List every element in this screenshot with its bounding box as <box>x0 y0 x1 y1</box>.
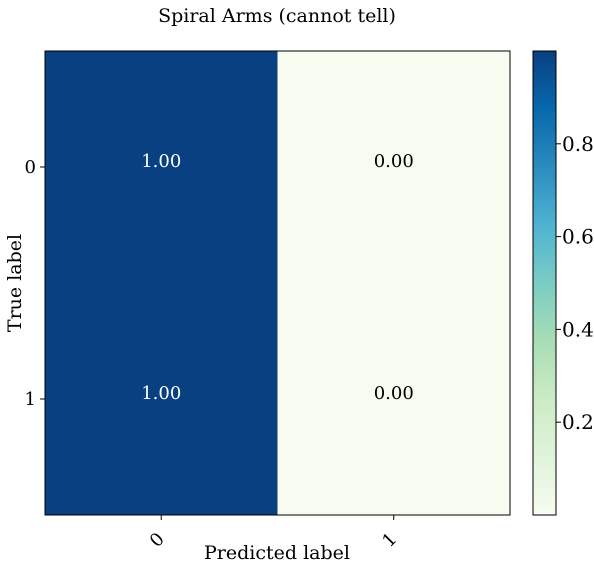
heatmap-cell-r0-c0 <box>45 51 278 283</box>
y-tick-label-1: 1 <box>25 389 36 410</box>
plot-frame <box>44 50 511 516</box>
x-tick-label-0: 0 <box>146 529 169 552</box>
cell-value-label-r1-c1: 0.00 <box>374 383 414 404</box>
x-axis-label: Predicted label <box>204 542 350 564</box>
heatmap-cell-labels: 1.00 0.00 1.00 0.00 <box>141 151 414 404</box>
y-axis-ticks: 01 <box>25 157 45 410</box>
heatmap-cell-r0-c1 <box>277 51 510 283</box>
colorbar-tick-label-2: 0.6 <box>562 225 594 249</box>
colorbar-tick-label-3: 0.8 <box>562 132 594 156</box>
y-tick-label-0: 0 <box>25 157 36 178</box>
colorbar <box>532 50 557 516</box>
colorbar-tick-label-1: 0.4 <box>562 317 594 341</box>
cell-value-label-r0-c1: 0.00 <box>374 151 414 172</box>
heatmap-cell-r1-c0 <box>45 283 278 515</box>
chart-title: Spiral Arms (cannot tell) <box>158 5 396 27</box>
heatmap-cell-r1-c1 <box>277 283 510 515</box>
colorbar-tick-label-0: 0.2 <box>562 410 594 434</box>
colorbar-ticks: 0.2 0.4 0.6 0.8 <box>556 132 594 434</box>
x-tick-label-1: 1 <box>378 529 401 552</box>
cell-value-label-r1-c0: 1.00 <box>141 383 181 404</box>
cell-value-label-r0-c0: 1.00 <box>141 151 181 172</box>
heatmap-cells <box>45 51 510 515</box>
y-axis-label: True label <box>4 234 26 332</box>
